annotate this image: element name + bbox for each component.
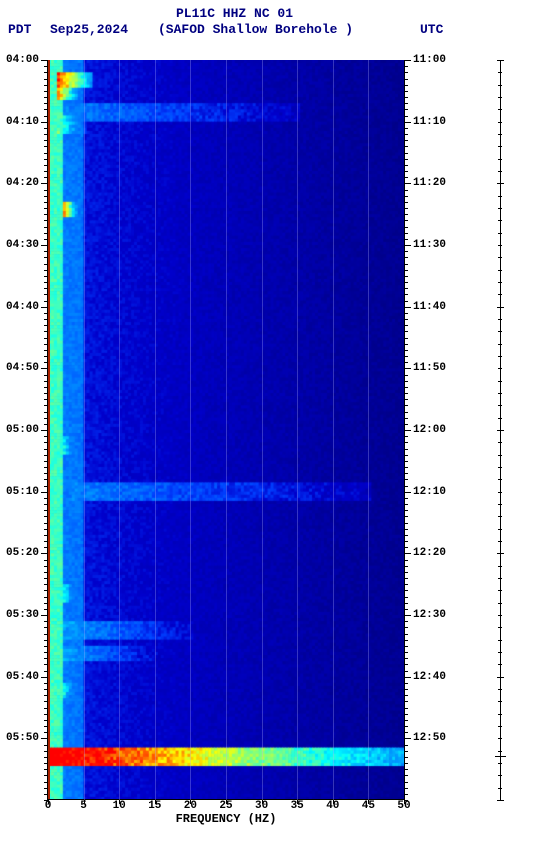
x-tick-label: 45 — [362, 800, 375, 812]
low-freq-red-stripe — [48, 60, 50, 800]
y-right-time-label: 11:20 — [413, 177, 446, 189]
date-label: Sep25,2024 — [50, 22, 128, 37]
x-tick-label: 40 — [326, 800, 339, 812]
y-right-time-label: 12:40 — [413, 671, 446, 683]
y-right-time-label: 11:50 — [413, 362, 446, 374]
y-right-time-label: 11:00 — [413, 54, 446, 66]
spectrogram-plot: 05101520253035404550 FREQUENCY (HZ) 04:0… — [48, 60, 404, 800]
y-right-time-label: 11:10 — [413, 116, 446, 128]
y-left-time-label: 05:40 — [6, 671, 39, 683]
y-right-time-label: 12:30 — [413, 609, 446, 621]
y-right-time-label: 11:40 — [413, 301, 446, 313]
x-tick-label: 30 — [255, 800, 268, 812]
y-left-time-label: 04:40 — [6, 301, 39, 313]
x-tick-label: 0 — [45, 800, 52, 812]
y-right-time-label: 12:10 — [413, 486, 446, 498]
y-right-time-label: 12:00 — [413, 424, 446, 436]
y-left-time-label: 05:00 — [6, 424, 39, 436]
y-left-time-label: 05:10 — [6, 486, 39, 498]
x-tick-label: 20 — [184, 800, 197, 812]
title-line1: PL11C HHZ NC 01 — [176, 6, 293, 21]
y-left-time-label: 04:00 — [6, 54, 39, 66]
station-label: (SAFOD Shallow Borehole ) — [158, 22, 353, 37]
x-tick-label: 25 — [219, 800, 232, 812]
y-left-time-label: 04:20 — [6, 177, 39, 189]
x-tick-label: 10 — [113, 800, 126, 812]
y-left-time-label: 04:30 — [6, 239, 39, 251]
y-right-time-label: 12:50 — [413, 732, 446, 744]
y-left-time-label: 04:10 — [6, 116, 39, 128]
x-tick-label: 35 — [291, 800, 304, 812]
left-tz-label: PDT — [8, 22, 31, 37]
y-left-time-label: 05:30 — [6, 609, 39, 621]
x-axis-label: FREQUENCY (HZ) — [176, 812, 277, 826]
right-tz-label: UTC — [420, 22, 443, 37]
y-right-time-label: 11:30 — [413, 239, 446, 251]
y-left-time-label: 04:50 — [6, 362, 39, 374]
x-tick-label: 5 — [80, 800, 87, 812]
x-tick-label: 50 — [397, 800, 410, 812]
side-amplitude-scale — [500, 60, 501, 800]
x-tick-label: 15 — [148, 800, 161, 812]
y-right-time-label: 12:20 — [413, 547, 446, 559]
y-left-time-label: 05:50 — [6, 732, 39, 744]
y-left-time-label: 05:20 — [6, 547, 39, 559]
